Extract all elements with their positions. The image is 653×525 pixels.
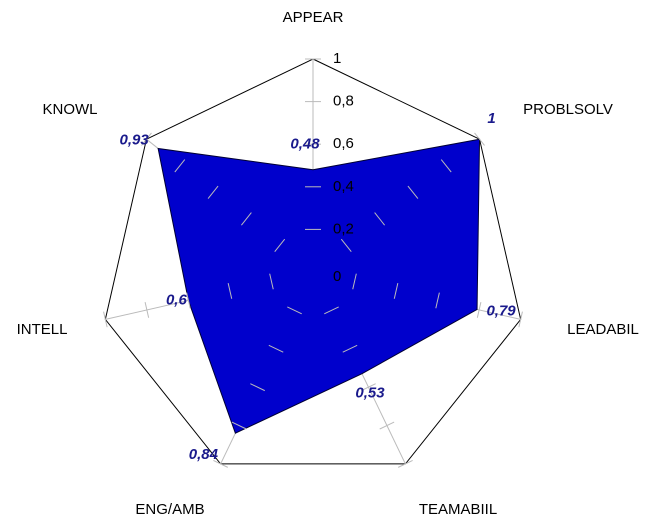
- tick-mark: [435, 292, 440, 309]
- value-label: 0,79: [486, 302, 516, 319]
- tick-mark: [274, 238, 286, 253]
- tick-mark: [340, 238, 352, 253]
- category-label: TEAMABIIL: [419, 501, 497, 518]
- tick-label: 0,8: [333, 93, 354, 110]
- category-label: INTELL: [17, 321, 68, 338]
- category-label: ENG/AMB: [135, 501, 204, 518]
- data-area: [157, 138, 481, 434]
- tick-mark: [268, 344, 284, 353]
- category-label: APPEAR: [283, 9, 344, 26]
- tick-mark: [379, 421, 395, 430]
- category-label: PROBLSOLV: [523, 101, 613, 118]
- tick-mark: [269, 273, 274, 290]
- tick-mark: [141, 132, 152, 146]
- tick-mark: [361, 383, 376, 392]
- tick-mark: [207, 185, 219, 199]
- tick-mark: [518, 311, 523, 328]
- value-label: 0,53: [355, 385, 385, 402]
- tick-mark: [440, 159, 452, 173]
- tick-mark: [250, 383, 265, 392]
- tick-mark: [352, 273, 357, 290]
- tick-mark: [397, 459, 413, 468]
- tick-mark: [287, 306, 302, 315]
- tick-mark: [174, 159, 186, 173]
- tick-mark: [231, 421, 247, 430]
- tick-label: 0,2: [333, 220, 354, 237]
- tick-mark: [342, 344, 358, 353]
- outer-frame: [104, 58, 522, 465]
- tick-mark: [213, 459, 229, 468]
- tick-mark: [374, 212, 385, 226]
- value-label: 0,6: [166, 291, 188, 308]
- category-label: LEADABIL: [567, 321, 639, 338]
- value-label: 0,84: [189, 446, 219, 463]
- tick-mark: [476, 302, 482, 318]
- tick-label: 1: [333, 50, 341, 67]
- tick-mark: [324, 306, 339, 315]
- value-label: 1: [487, 110, 495, 127]
- tick-label: 0,6: [333, 135, 354, 152]
- tick-mark: [393, 283, 399, 299]
- tick-mark: [186, 292, 191, 309]
- value-label: 0,48: [290, 136, 320, 153]
- tick-mark: [474, 132, 485, 146]
- tick-label: 0,4: [333, 178, 354, 195]
- tick-mark: [407, 185, 419, 199]
- value-label: 0,93: [120, 131, 150, 148]
- tick-mark: [241, 212, 252, 226]
- tick-mark: [227, 283, 233, 299]
- tick-mark: [103, 311, 108, 328]
- tick-mark: [144, 302, 150, 318]
- category-label: KNOWL: [42, 101, 97, 118]
- tick-label: 0: [333, 268, 341, 285]
